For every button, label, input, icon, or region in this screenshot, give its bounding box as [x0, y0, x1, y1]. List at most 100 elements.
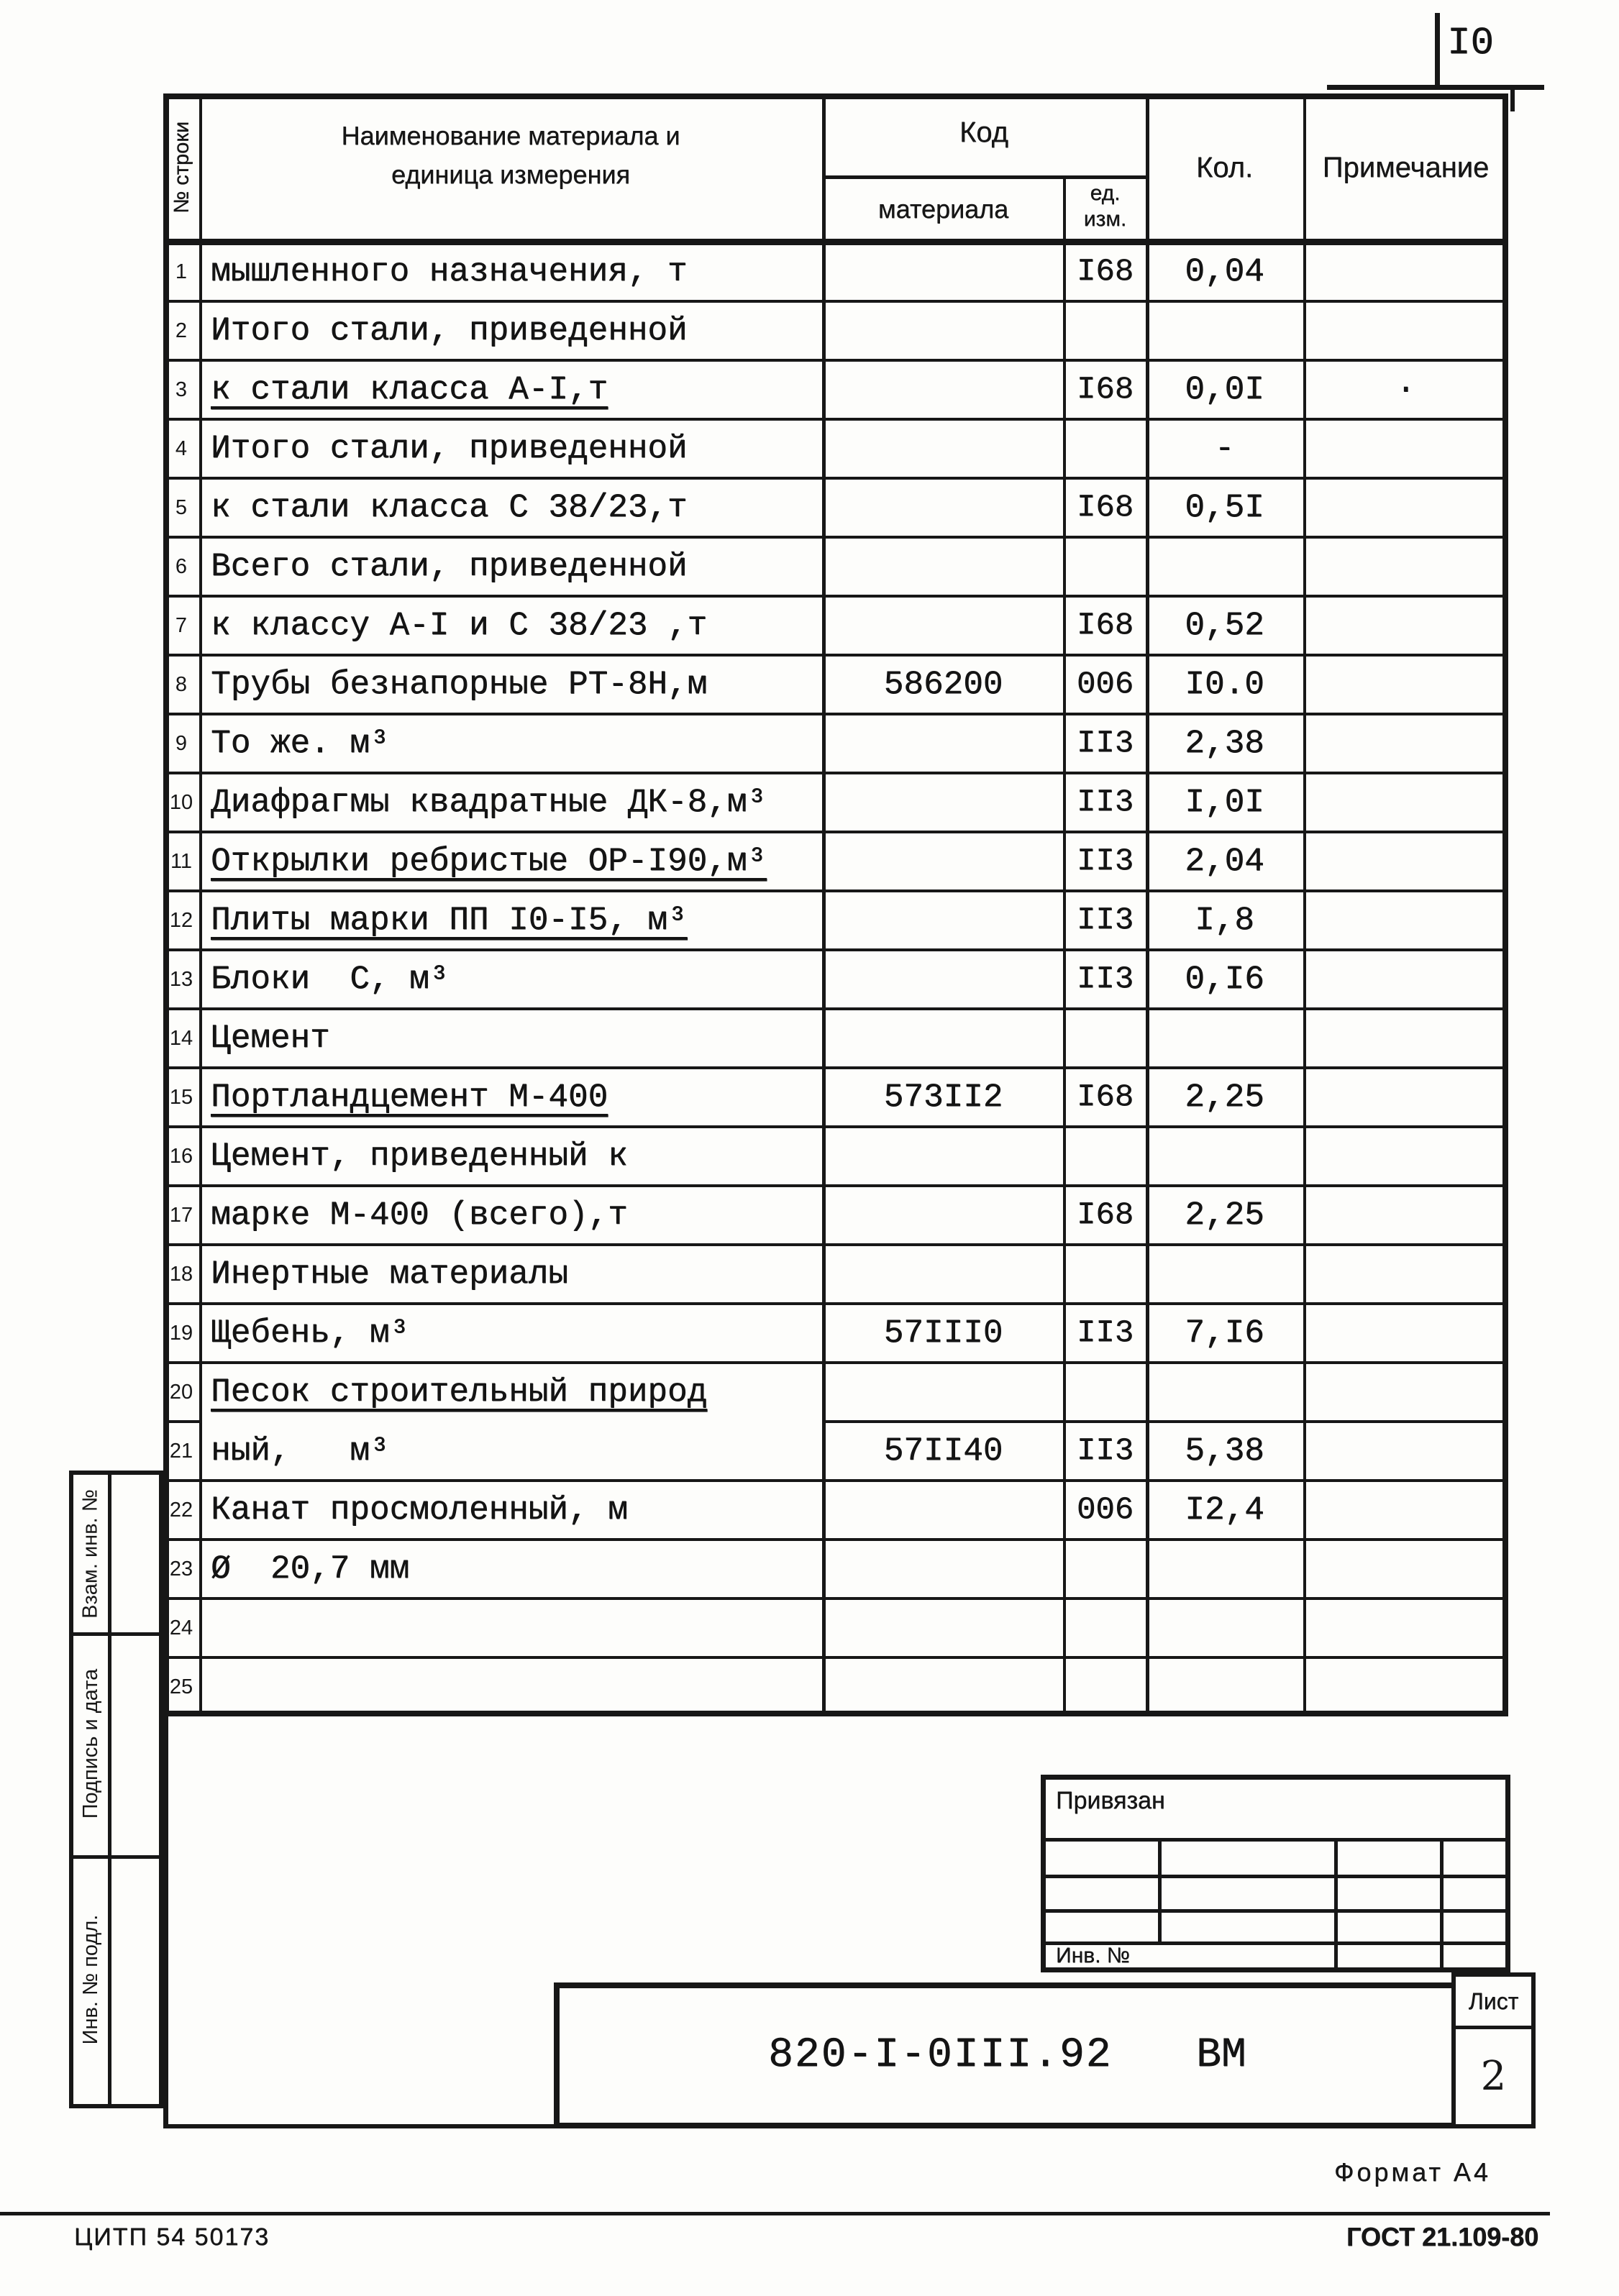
cell-material-name: Итого стали, приведенной	[211, 430, 688, 467]
cell-material-code: 573II2	[883, 1079, 1003, 1116]
cell-row-number: 2	[175, 319, 188, 342]
table-grid-hline	[163, 1538, 1508, 1541]
cell-quantity: I2,4	[1185, 1491, 1264, 1529]
stamp-sidebar: Взам. инв. № Подпись и дата Инв. № подл.	[69, 1471, 163, 2108]
sheet-label: Лист	[1468, 1988, 1519, 2014]
header-unit-line2: изм.	[1083, 207, 1127, 231]
cell-material-name: Ø 20,7 мм	[211, 1550, 410, 1588]
cell-quantity: 2,38	[1185, 725, 1264, 762]
cell-material-name: Трубы безнапорные РТ-8Н,м	[211, 666, 708, 703]
cell-row-number: 5	[175, 496, 188, 519]
table-grid-hline	[163, 1125, 1508, 1128]
header-qty: Кол.	[1195, 152, 1254, 183]
footer-left-code: ЦИТП 54 50173	[74, 2223, 270, 2251]
cell-row-number: 13	[169, 968, 193, 991]
table-grid-hline	[163, 536, 1508, 539]
cell-row-number: 11	[170, 850, 193, 873]
table-grid-hline	[163, 889, 1508, 892]
table-grid-hline	[163, 1361, 1508, 1364]
cell-quantity: 0,04	[1185, 253, 1264, 291]
cell-material-name: к стали класса А-I,т	[211, 371, 608, 408]
table-left-border	[163, 93, 169, 1716]
sidebar-hline-1	[73, 1632, 159, 1636]
table-grid-hline	[163, 300, 1508, 303]
cell-unit-code: II3	[1076, 1315, 1134, 1351]
cell-unit-code: II3	[1076, 785, 1134, 820]
table-grid-hline	[163, 654, 1508, 657]
cell-unit-code: I68	[1076, 608, 1134, 644]
cell-material-name: Канат просмоленный, м	[211, 1491, 628, 1529]
table-grid-hline	[163, 418, 1508, 421]
document-number: 820-I-0III.92	[768, 2032, 1113, 2079]
sheet-box-divider	[1456, 2026, 1531, 2029]
cell-row-number: 15	[169, 1086, 193, 1109]
cell-material-name: Портландцемент М-400	[211, 1079, 608, 1116]
cell-material-name: Плиты марки ПП I0-I5, м³	[211, 902, 688, 939]
cell-note: ·	[1395, 371, 1416, 408]
table-grid-hline	[163, 1597, 1508, 1600]
binding-hline-1	[1046, 1838, 1505, 1842]
table-bottom-border	[163, 1711, 1508, 1716]
cell-row-number: 16	[169, 1145, 193, 1168]
title-bar: 820-I-0III.92 ВМ	[554, 1982, 1510, 2128]
cell-row-number: 12	[169, 909, 193, 932]
header-name-line2: единица измерения	[391, 160, 630, 189]
cell-row-number: 8	[175, 673, 188, 696]
table-grid-vline	[1146, 93, 1149, 1716]
sheet-box: Лист 2	[1451, 1972, 1536, 2128]
footer-gost: ГОСТ 21.109-80	[1346, 2222, 1539, 2251]
cell-row-number: 20	[169, 1381, 193, 1404]
materials-table: № строки Наименование материала и единиц…	[163, 93, 1508, 1716]
cell-row-number: 18	[169, 1263, 193, 1286]
table-grid-hline	[163, 1184, 1508, 1187]
cell-material-name: Песок строительный природ	[211, 1373, 708, 1411]
cell-row-number: 14	[169, 1027, 193, 1050]
cell-row-number: 21	[169, 1440, 193, 1463]
sidebar-vline	[108, 1475, 111, 2104]
header-name-line1: Наименование материала и	[341, 121, 680, 150]
cell-material-code: 57II40	[883, 1432, 1003, 1470]
cell-material-name: Инертные материалы	[211, 1256, 568, 1293]
cell-row-number: 24	[169, 1616, 193, 1639]
cell-material-name: Итого стали, приведенной	[211, 312, 688, 349]
sidebar-hline-2	[73, 1855, 159, 1859]
table-grid-hline	[163, 1420, 199, 1423]
cell-unit-code: II3	[1076, 902, 1134, 938]
cell-unit-code: 006	[1076, 667, 1134, 703]
cell-material-name: мышленного назначения, т	[211, 253, 688, 291]
cell-unit-code: I68	[1076, 372, 1134, 408]
page-number: I0	[1447, 22, 1494, 65]
cell-unit-code: I68	[1076, 254, 1134, 290]
cell-material-name: Открылки ребристые ОР-I90,м³	[211, 843, 767, 880]
cell-quantity: I,8	[1195, 902, 1254, 939]
sheet-number: 2	[1480, 2053, 1507, 2100]
cell-quantity: -	[1214, 430, 1235, 467]
cell-material-name: Цемент	[211, 1020, 330, 1057]
cell-material-name: марке М-400 (всего),т	[211, 1197, 628, 1234]
cell-row-number: 6	[175, 555, 188, 578]
cell-row-number: 3	[175, 378, 188, 401]
cell-row-number: 25	[169, 1675, 193, 1698]
table-grid-hline	[163, 1656, 1508, 1659]
binding-vline-2	[1334, 1838, 1338, 1967]
table-grid-hline	[163, 831, 1508, 833]
table-grid-hline	[163, 595, 1508, 598]
binding-hline-3	[1046, 1909, 1505, 1913]
binding-vline-3	[1440, 1838, 1444, 1967]
sidebar-item-vzam-inv: Взам. инв. №	[78, 1489, 102, 1619]
table-right-border	[1502, 93, 1508, 1716]
header-code-group: Код	[959, 116, 1008, 148]
table-grid-hline	[163, 477, 1508, 480]
corner-mark-tick	[1510, 90, 1515, 111]
cell-unit-code: II3	[1076, 726, 1134, 761]
table-grid-hline	[163, 1007, 1508, 1010]
table-grid-hline	[163, 1479, 1508, 1482]
table-grid-hline	[163, 948, 1508, 951]
header-unit-line1: ед.	[1090, 181, 1121, 205]
cell-material-code: 586200	[883, 666, 1003, 703]
cell-material-name: ный, м³	[211, 1432, 390, 1470]
table-grid-hline	[163, 359, 1508, 362]
header-note: Примечание	[1322, 152, 1490, 183]
cell-quantity: 2,25	[1185, 1197, 1264, 1234]
